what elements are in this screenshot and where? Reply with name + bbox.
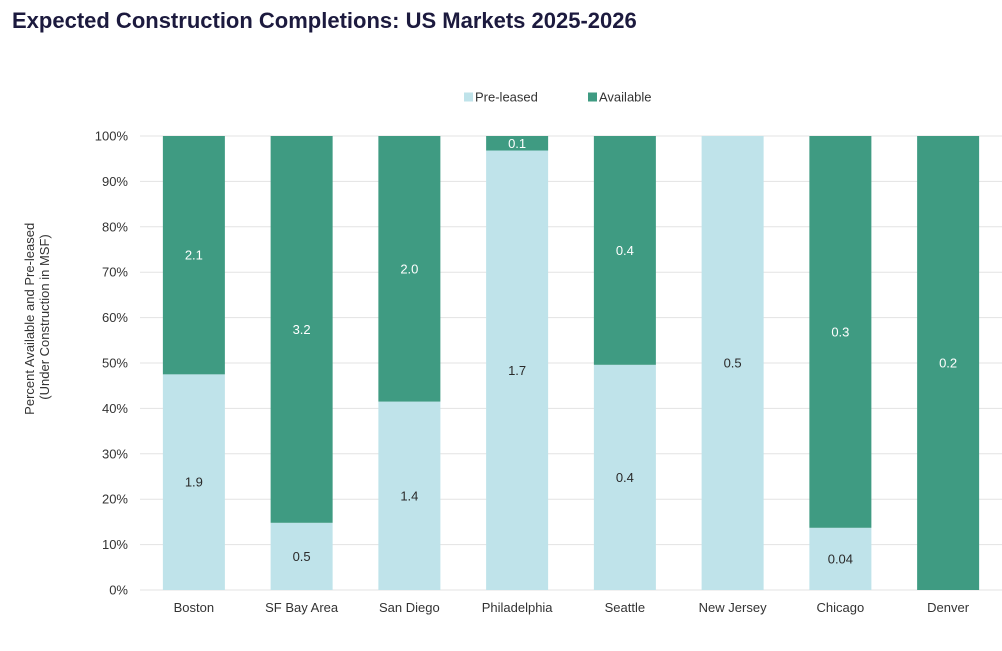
data-label: 1.4: [400, 488, 418, 503]
data-label: 0.5: [293, 549, 311, 564]
y-axis-ticks: 0% 10% 20% 30% 40% 50% 60% 70% 80% 90% 100%: [95, 129, 129, 598]
y-axis-title-line-2: (Under Construction in MSF): [37, 234, 52, 399]
data-label: 0.04: [828, 551, 853, 566]
data-label: 0.4: [616, 470, 634, 485]
data-label: 2.1: [185, 248, 203, 263]
x-tick-label: New Jersey: [699, 600, 767, 615]
data-label: 3.2: [293, 322, 311, 337]
x-tick-label: Seattle: [605, 600, 645, 615]
bar-segment-pre-leased: [593, 364, 656, 590]
bar-segment-pre-leased: [162, 374, 225, 590]
y-tick-label: 50%: [102, 356, 128, 371]
legend-label: Available: [599, 90, 652, 105]
bar-segment-pre-leased: [270, 522, 333, 590]
y-axis-title-line-1: Percent Available and Pre-leased: [22, 223, 37, 415]
data-label: 2.0: [400, 261, 418, 276]
x-tick-label: Chicago: [817, 600, 865, 615]
y-tick-label: 10%: [102, 537, 128, 552]
data-label: 0.4: [616, 243, 634, 258]
bar-segment-available: [270, 136, 333, 523]
y-tick-label: 40%: [102, 401, 128, 416]
bar-segment-available: [593, 136, 656, 365]
y-tick-label: 60%: [102, 310, 128, 325]
y-tick-label: 70%: [102, 265, 128, 280]
data-label: 1.9: [185, 475, 203, 490]
bar-segment-available: [162, 136, 225, 375]
y-tick-label: 90%: [102, 174, 128, 189]
x-tick-label: Philadelphia: [482, 600, 554, 615]
data-label: 0.1: [508, 136, 526, 151]
data-labels: 1.9 2.1 0.5 3.2 1.4 2.0 1.7 0.1 0.4 0.4 0.5 0.04 0.3…: [185, 136, 957, 567]
x-axis-ticks: Boston SF Bay Area San Diego Philadelphia Se…: [174, 600, 970, 615]
data-label: 1.7: [508, 363, 526, 378]
grid-lines: [140, 135, 1002, 591]
data-label: 0.5: [724, 356, 742, 371]
legend-swatch: [588, 92, 597, 102]
x-tick-label: Denver: [927, 600, 970, 615]
y-tick-label: 30%: [102, 446, 128, 461]
bar-segment-available: [378, 136, 441, 402]
y-tick-label: 0%: [109, 583, 128, 598]
y-tick-label: 20%: [102, 492, 128, 507]
y-tick-label: 80%: [102, 219, 128, 234]
data-label: 0.2: [939, 356, 957, 371]
data-label: 0.3: [831, 324, 849, 339]
bars: [162, 136, 980, 590]
x-tick-label: Boston: [174, 600, 214, 615]
legend-label: Pre-leased: [475, 90, 538, 105]
x-tick-label: San Diego: [379, 600, 440, 615]
x-tick-label: SF Bay Area: [265, 600, 339, 615]
legend: Pre-leased Available: [464, 90, 652, 105]
bar-segment-pre-leased: [701, 136, 764, 590]
legend-swatch: [464, 92, 473, 102]
bar-segment-available: [486, 136, 549, 151]
bar-segment-available: [809, 136, 872, 528]
chart-title: Expected Construction Completions: US Ma…: [12, 8, 637, 33]
y-axis-title: Percent Available and Pre-leased (Under …: [22, 219, 52, 415]
y-tick-label: 100%: [95, 129, 129, 144]
bar-segment-pre-leased: [378, 401, 441, 590]
bar-segment-pre-leased: [809, 527, 872, 590]
bar-segment-pre-leased: [486, 150, 549, 590]
bar-segment-available: [917, 136, 980, 590]
